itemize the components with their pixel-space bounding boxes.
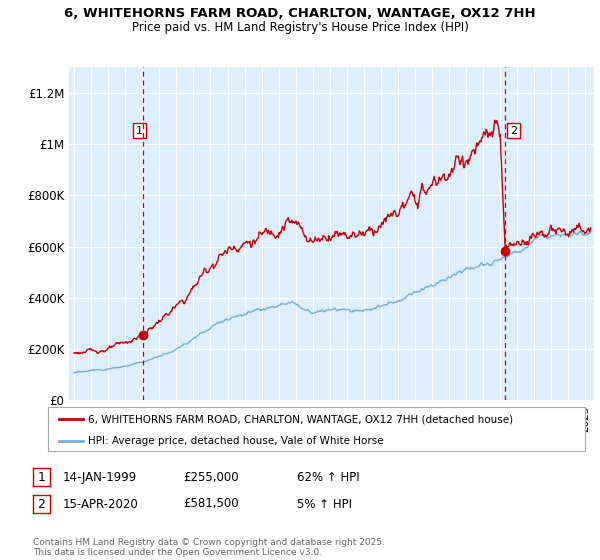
Text: 6, WHITEHORNS FARM ROAD, CHARLTON, WANTAGE, OX12 7HH (detached house): 6, WHITEHORNS FARM ROAD, CHARLTON, WANTA…	[88, 414, 514, 424]
Text: 5% ↑ HPI: 5% ↑ HPI	[297, 497, 352, 511]
Text: 2: 2	[37, 497, 46, 511]
Text: 1: 1	[37, 470, 46, 484]
Text: 62% ↑ HPI: 62% ↑ HPI	[297, 470, 359, 484]
Text: 2: 2	[510, 125, 517, 136]
Text: 15-APR-2020: 15-APR-2020	[63, 497, 139, 511]
Text: HPI: Average price, detached house, Vale of White Horse: HPI: Average price, detached house, Vale…	[88, 436, 384, 446]
Text: Price paid vs. HM Land Registry's House Price Index (HPI): Price paid vs. HM Land Registry's House …	[131, 21, 469, 34]
Text: 6, WHITEHORNS FARM ROAD, CHARLTON, WANTAGE, OX12 7HH: 6, WHITEHORNS FARM ROAD, CHARLTON, WANTA…	[64, 7, 536, 20]
Text: 1: 1	[136, 125, 143, 136]
Text: £255,000: £255,000	[183, 470, 239, 484]
Text: 14-JAN-1999: 14-JAN-1999	[63, 470, 137, 484]
Text: £581,500: £581,500	[183, 497, 239, 511]
Text: Contains HM Land Registry data © Crown copyright and database right 2025.
This d: Contains HM Land Registry data © Crown c…	[33, 538, 385, 557]
